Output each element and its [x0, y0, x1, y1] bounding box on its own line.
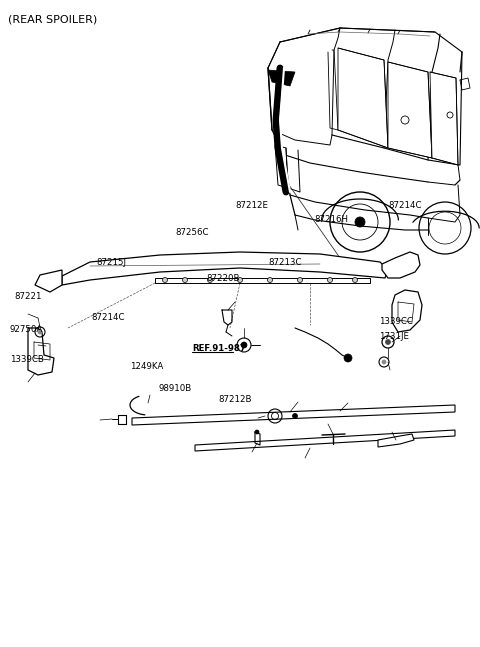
Circle shape	[241, 342, 247, 348]
Circle shape	[267, 278, 273, 283]
Circle shape	[238, 278, 242, 283]
Circle shape	[182, 278, 188, 283]
Text: 87213C: 87213C	[269, 258, 302, 267]
Circle shape	[207, 278, 213, 283]
Circle shape	[447, 112, 453, 118]
Text: 87215J: 87215J	[96, 258, 126, 267]
Text: 87221: 87221	[14, 292, 42, 301]
Text: 1339CB: 1339CB	[10, 355, 44, 364]
Text: 1249KA: 1249KA	[130, 362, 163, 371]
Polygon shape	[388, 62, 432, 158]
Circle shape	[401, 116, 409, 124]
Text: 87220B: 87220B	[206, 274, 240, 283]
Polygon shape	[338, 48, 388, 148]
Circle shape	[255, 430, 259, 434]
Text: 87214C: 87214C	[91, 313, 125, 322]
Polygon shape	[430, 72, 458, 165]
Polygon shape	[382, 252, 420, 278]
Text: REF.91-987: REF.91-987	[192, 344, 246, 353]
Text: 1339CC: 1339CC	[379, 317, 413, 326]
Polygon shape	[392, 290, 422, 332]
Circle shape	[298, 278, 302, 283]
Circle shape	[382, 360, 386, 364]
Polygon shape	[155, 278, 370, 283]
Text: 87212B: 87212B	[218, 395, 252, 404]
Text: 98910B: 98910B	[158, 384, 192, 393]
Polygon shape	[275, 145, 288, 188]
Polygon shape	[35, 270, 62, 292]
Polygon shape	[268, 70, 295, 86]
Circle shape	[344, 354, 352, 362]
Text: 1731JE: 1731JE	[379, 332, 409, 341]
Polygon shape	[132, 405, 455, 425]
Circle shape	[327, 278, 333, 283]
Circle shape	[352, 278, 358, 283]
Polygon shape	[28, 328, 54, 375]
Polygon shape	[195, 430, 455, 451]
Text: 87214C: 87214C	[389, 201, 422, 210]
Text: 87212E: 87212E	[235, 201, 268, 210]
Circle shape	[292, 413, 298, 419]
Circle shape	[38, 330, 42, 334]
Text: 92750A: 92750A	[10, 325, 43, 334]
Circle shape	[355, 217, 365, 227]
Polygon shape	[378, 434, 414, 447]
Text: 87256C: 87256C	[175, 228, 209, 237]
Circle shape	[163, 278, 168, 283]
Text: 87216H: 87216H	[314, 215, 348, 225]
Text: (REAR SPOILER): (REAR SPOILER)	[8, 14, 97, 24]
Polygon shape	[62, 252, 388, 285]
Circle shape	[385, 340, 391, 344]
